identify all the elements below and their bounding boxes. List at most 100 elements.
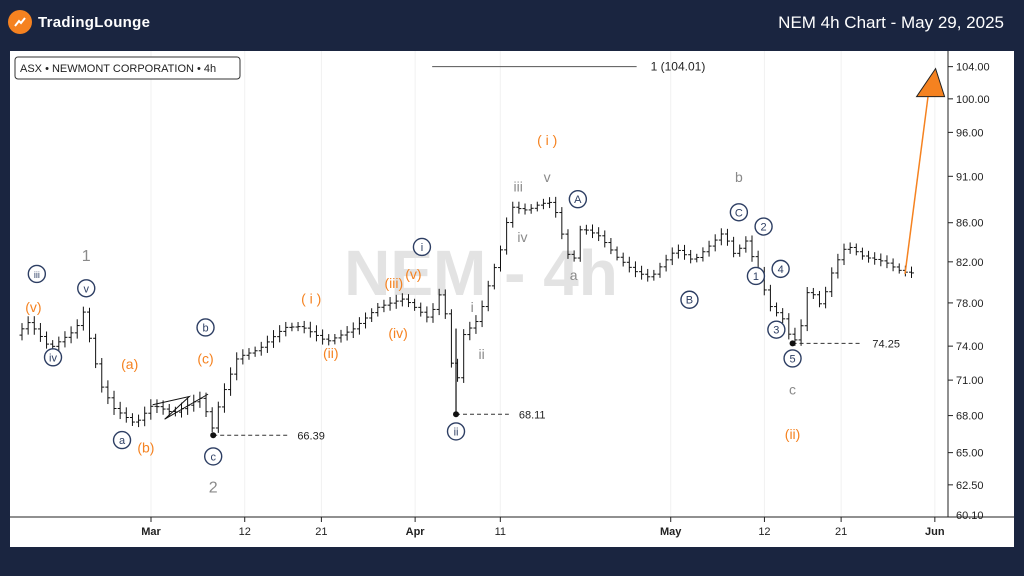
ohlc-bar — [663, 254, 669, 272]
wave-label: i — [412, 237, 432, 257]
y-tick-label: 74.00 — [956, 341, 984, 353]
y-tick-label: 60.10 — [956, 510, 984, 522]
x-tick-label: Jun — [925, 526, 945, 538]
ohlc-bar — [786, 313, 792, 340]
ohlc-bar — [283, 321, 289, 337]
wave-label: B — [680, 290, 699, 309]
ohlc-bar — [424, 306, 430, 323]
wave-label: (iii) — [384, 275, 403, 291]
wave-text: (v) — [405, 266, 421, 282]
chart-area: NEM - 4h 1 (104.01) 66.39 68.11 74.25 (v) ii… — [10, 51, 1014, 547]
ohlc-bar — [810, 287, 816, 299]
wave-label: ( i ) — [301, 291, 321, 307]
ohlc-bar — [669, 247, 675, 266]
wave-text: iv — [517, 229, 527, 245]
wave-text: ii — [478, 346, 484, 362]
wave-circle — [412, 237, 432, 257]
ohlc-bar — [240, 349, 246, 365]
x-tick-label: 12 — [758, 526, 770, 538]
wave-text: C — [735, 207, 743, 219]
level-68-label: 68.11 — [519, 409, 546, 421]
wave-circle — [77, 279, 96, 298]
x-tick-label: 11 — [495, 526, 506, 538]
wave-circle — [783, 349, 802, 368]
ohlc-bar — [614, 246, 620, 261]
wave-text: v — [544, 169, 551, 185]
wave-label: iii — [27, 264, 47, 284]
ohlc-bar — [215, 401, 221, 433]
chart-title-header: NEM 4h Chart - May 29, 2025 — [778, 13, 1004, 32]
wave-text: b — [202, 322, 208, 334]
ohlc-bar — [712, 234, 718, 252]
ohlc-bar — [835, 253, 841, 279]
wave-label: b — [196, 318, 215, 337]
wave-label: c — [789, 381, 796, 397]
ohlc-bar — [559, 207, 565, 240]
ohlc-bar — [504, 217, 510, 255]
pivot-dot — [789, 340, 796, 347]
ohlc-bar — [547, 197, 553, 209]
ohlc-bar — [884, 255, 890, 269]
ohlc-bar — [344, 326, 350, 341]
wave-text: c — [210, 451, 216, 463]
ohlc-bar — [657, 262, 663, 278]
ohlc-bar — [743, 236, 749, 253]
ohlc-bar — [234, 352, 240, 381]
ohlc-bar — [718, 228, 724, 246]
symbol-box — [14, 56, 241, 80]
wave-text: (iii) — [384, 275, 403, 291]
wave-label: ( i ) — [537, 132, 557, 148]
y-tick-label: 100.00 — [956, 94, 990, 106]
ohlc-bar — [602, 230, 608, 248]
wave-label: (ii) — [323, 345, 339, 361]
ohlc-bar — [829, 267, 835, 298]
wave-circle — [203, 447, 223, 466]
ohlc-bar — [307, 321, 313, 338]
wave-label: a — [112, 430, 132, 450]
y-tick-label: 96.00 — [956, 127, 984, 139]
wave-circle — [446, 422, 466, 441]
ohlc-bar — [731, 236, 737, 258]
ohlc-bar — [798, 319, 804, 346]
ohlc-bar — [271, 330, 277, 348]
wave-label: 2 — [754, 217, 773, 236]
wave-label: c — [203, 447, 223, 466]
ohlc-bar — [393, 294, 399, 309]
ohlc-bar — [896, 263, 902, 274]
ohlc-bar — [37, 323, 43, 342]
y-tick-label: 78.00 — [956, 298, 984, 310]
ohlc-bar — [93, 333, 99, 369]
ohlc-bar — [136, 414, 142, 428]
wave-circle — [746, 266, 766, 286]
ohlc-bar — [405, 294, 411, 308]
wave-text: iv — [49, 352, 57, 364]
ohlc-bar — [700, 247, 706, 262]
ohlc-bar — [682, 244, 688, 260]
ohlc-bar — [436, 288, 442, 316]
ohlc-bar — [105, 380, 111, 405]
ohlc-bar — [44, 331, 50, 349]
ohlc-bar — [890, 258, 896, 272]
wave-text: 5 — [789, 353, 795, 365]
logo-text: TradingLounge — [38, 13, 151, 31]
wave-label: a — [570, 267, 578, 283]
ohlc-bar — [767, 284, 773, 312]
watermark: NEM - 4h — [344, 237, 618, 309]
wave-circle — [754, 217, 773, 236]
ohlc-bar — [277, 325, 283, 343]
ohlc-bar — [780, 308, 786, 324]
ohlc-bar — [129, 413, 135, 426]
wedge-line — [152, 393, 209, 420]
ohlc-bar — [816, 290, 822, 308]
y-tick-label: 86.00 — [956, 218, 984, 230]
ohlc-bar — [430, 303, 436, 323]
ohlc-bar — [724, 228, 730, 246]
ohlc-bar — [313, 325, 319, 342]
wave-label: 4 — [771, 259, 790, 279]
ohlc-bar — [491, 263, 497, 290]
ohlc-bar — [142, 406, 148, 427]
wave-circle — [767, 320, 786, 339]
wave-text: B — [686, 295, 693, 307]
ohlc-bar — [418, 302, 424, 317]
